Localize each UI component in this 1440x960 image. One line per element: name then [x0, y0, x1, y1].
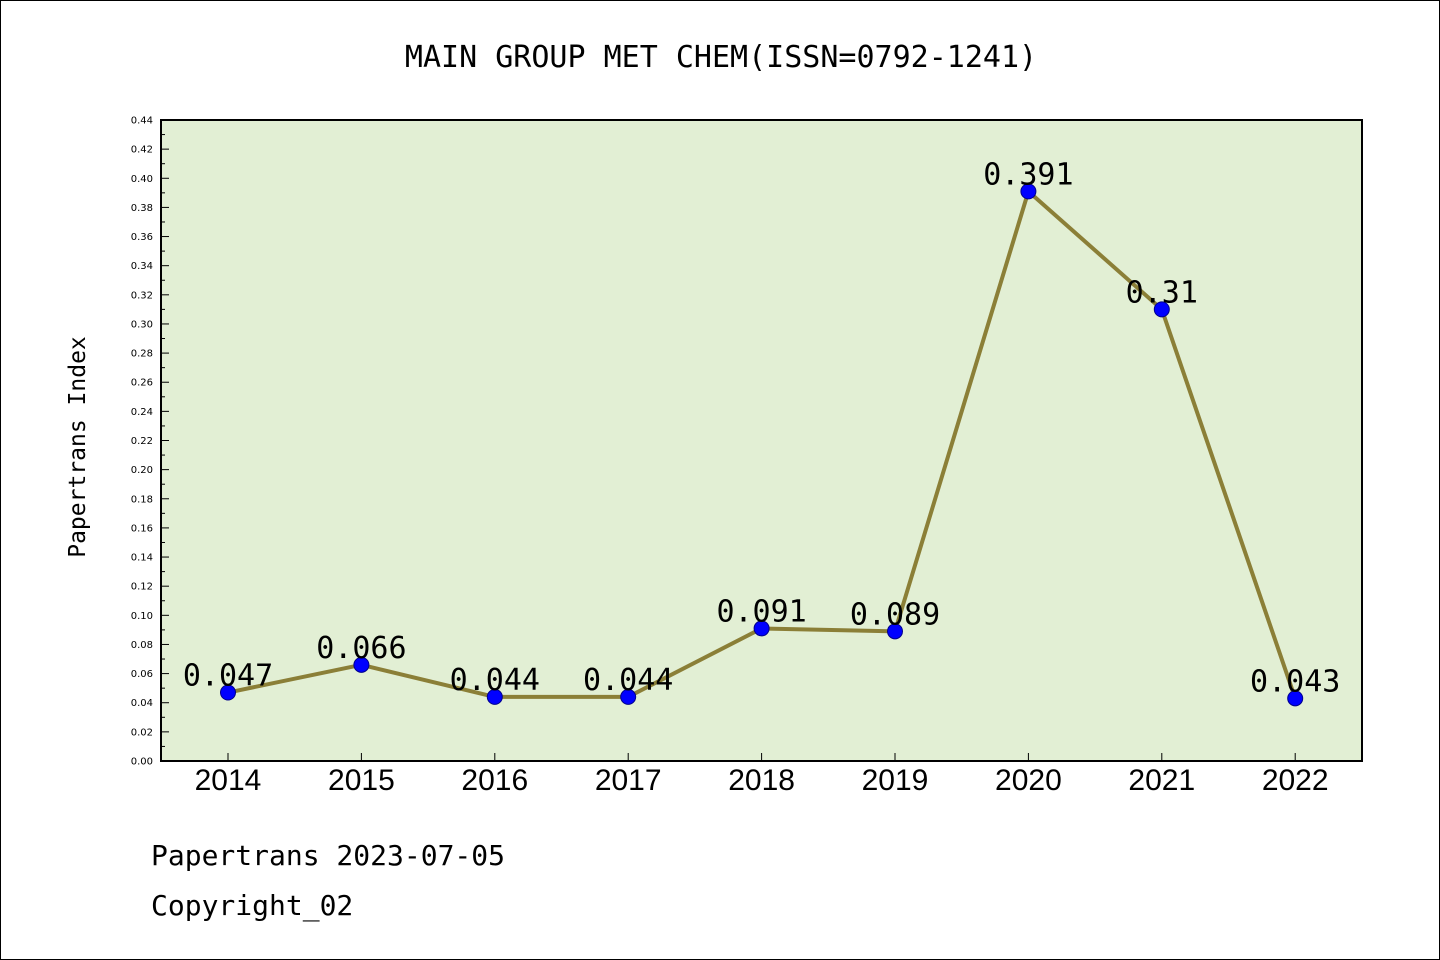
data-point [1153, 301, 1170, 318]
data-point [220, 684, 236, 701]
x-axis-ticks: 2014 2015 2016 2017 2018 2019 2020 2021 2022 [195, 753, 1329, 797]
y-tick-label: 0.24 [131, 407, 153, 418]
data-point [887, 623, 903, 640]
y-tick-label: 0.32 [131, 290, 153, 301]
y-tick-label: 0.22 [131, 436, 153, 447]
y-tick-label: 0.16 [131, 523, 153, 534]
x-tick-label: 2015 [328, 764, 395, 797]
footer-date: Papertrans 2023-07-05 [151, 839, 505, 872]
data-label: 0.044 [450, 663, 540, 698]
y-tick-label: 0.04 [131, 698, 153, 709]
x-tick-label: 2019 [862, 764, 929, 797]
x-tick-label: 2021 [1128, 764, 1195, 797]
y-axis-ticks: 0.00 0.02 0.04 0.06 0.08 0.10 0.12 0.14 0.16 0.18… [131, 116, 169, 768]
y-tick-label: 0.40 [131, 174, 153, 185]
data-labels: 0.047 0.066 0.044 0.044 0.091 0.089 0.391 0.31 0… [183, 157, 1341, 699]
x-tick-label: 2017 [595, 764, 662, 797]
y-tick-label: 0.36 [131, 232, 153, 243]
data-point [620, 688, 637, 705]
footer-copyright: Copyright_02 [151, 889, 353, 923]
y-tick-label: 0.06 [131, 669, 153, 680]
y-tick-label: 0.10 [131, 611, 153, 622]
y-tick-label: 0.26 [131, 378, 153, 389]
data-label: 0.31 [1126, 275, 1198, 310]
y-tick-label: 0.20 [131, 465, 153, 476]
y-tick-label: 0.12 [131, 582, 153, 593]
y-tick-label: 0.00 [131, 757, 153, 768]
y-tick-label: 0.42 [131, 145, 153, 156]
data-point [1287, 690, 1304, 707]
y-tick-label: 0.14 [131, 553, 153, 564]
x-tick-label: 2016 [461, 764, 528, 797]
data-label: 0.047 [183, 659, 273, 694]
y-tick-label: 0.02 [131, 727, 153, 738]
data-point [353, 656, 370, 673]
data-label: 0.044 [583, 663, 673, 698]
data-label: 0.043 [1250, 664, 1340, 699]
y-tick-label: 0.18 [131, 494, 153, 505]
data-label: 0.066 [316, 631, 406, 666]
data-point [753, 620, 770, 637]
y-tick-label: 0.34 [131, 261, 153, 272]
y-tick-label: 0.30 [131, 319, 153, 330]
data-point [1020, 183, 1037, 200]
data-label: 0.091 [716, 594, 806, 629]
x-tick-label: 2018 [728, 764, 795, 797]
x-tick-label: 2014 [195, 764, 262, 797]
data-label: 0.391 [983, 157, 1073, 192]
y-axis-label: Papertrans Index [65, 336, 91, 558]
y-tick-label: 0.08 [131, 640, 153, 651]
x-tick-label: 2020 [995, 764, 1062, 797]
data-markers [220, 183, 1304, 707]
data-point [486, 688, 503, 705]
data-label: 0.089 [850, 597, 940, 632]
y-tick-label: 0.28 [131, 349, 153, 360]
plot-area [160, 119, 1363, 762]
y-tick-label: 0.38 [131, 203, 153, 214]
chart-title: MAIN GROUP MET CHEM(ISSN=0792-1241) [405, 40, 1037, 75]
y-tick-label: 0.44 [131, 116, 153, 127]
x-tick-label: 2022 [1262, 764, 1329, 797]
